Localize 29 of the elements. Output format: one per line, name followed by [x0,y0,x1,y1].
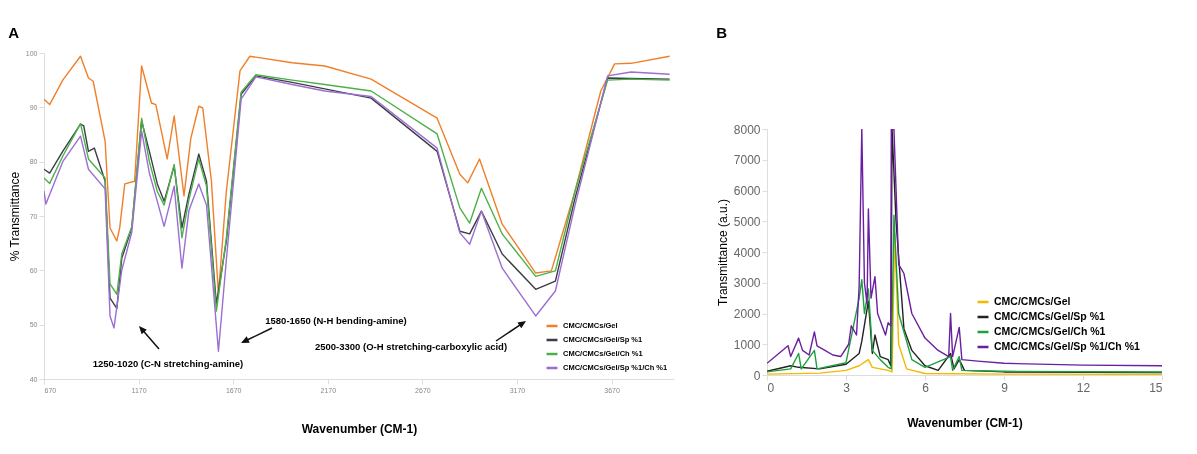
y-axis-title: % Transmittance [7,171,22,262]
legend-label: CMC/CMCs/Gel/Ch %1 [994,325,1106,337]
legend-label: CMC/CMCs/Gel/Sp %1 [994,310,1106,322]
x-axis-title: Wavenumber (CM-1) [301,421,418,436]
x-tick-label: 3 [843,380,851,395]
y-tick-label: 6000 [733,184,761,198]
y-tick-label: 5000 [733,214,761,229]
y-axis-title: Transmittance (a.u.) [715,199,730,306]
x-tick-label: 12 [1076,380,1091,395]
chart-title: A [8,24,20,41]
annotation: 1580-1650 (N-H bending-amine) [265,315,407,326]
chart-title: B [716,24,728,41]
x-axis-title: Wavenumber (CM-1) [907,415,1023,430]
annotation: 2500-3300 (O-H stretching-carboxylic acid) [314,341,508,352]
x-tick-label: 0 [767,380,775,395]
annotation: 1250-1020 (C-N stretching-amine) [92,358,244,369]
legend-label: CMC/CMCs/Gel [994,295,1071,307]
y-tick-label: 1000 [733,337,761,352]
line-series [44,71,671,352]
y-tick-label: 3000 [733,276,761,291]
x-tick-label: 6 [922,380,930,395]
y-tick-label: 4000 [733,245,761,260]
y-tick-label: 8000 [733,122,761,137]
y-tick-label: 7000 [733,153,761,168]
y-tick-label: 0 [753,368,761,383]
legend-label: CMC/CMCs/Gel/Sp %1/Ch %1 [994,340,1141,352]
y-tick-label: 2000 [733,307,761,321]
x-tick-label: 15 [1149,380,1163,395]
x-tick-label: 9 [1001,380,1009,395]
